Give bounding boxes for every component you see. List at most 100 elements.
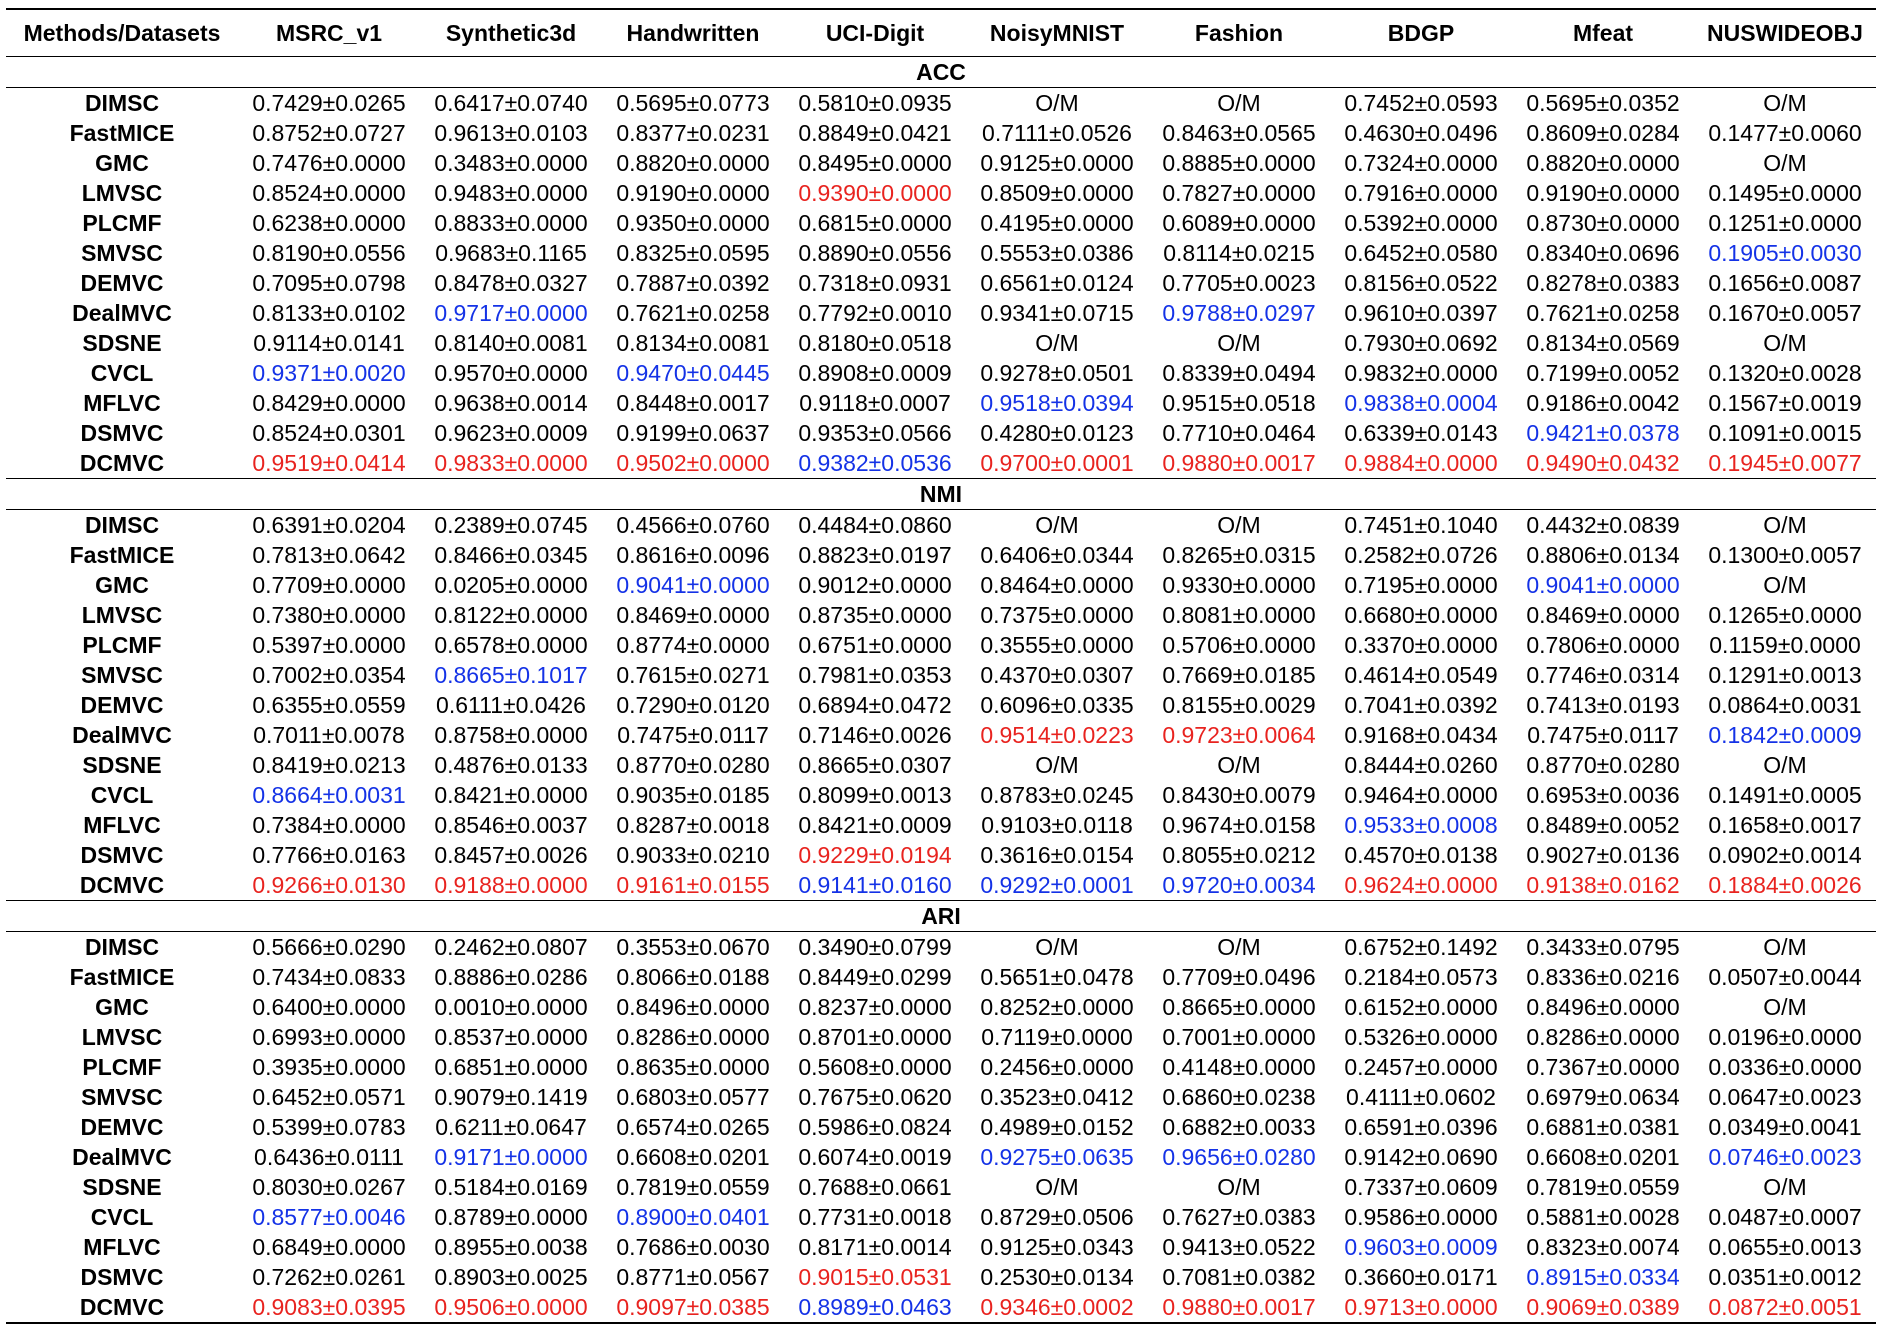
metric-cell: 0.8735±0.0000 bbox=[798, 602, 952, 628]
metric-cell: 0.1567±0.0019 bbox=[1708, 390, 1862, 416]
metric-cell: 0.9518±0.0394 bbox=[980, 390, 1134, 416]
metric-cell: 0.7367±0.0000 bbox=[1526, 1054, 1680, 1080]
metric-cell: 0.1670±0.0057 bbox=[1708, 300, 1862, 326]
metric-cell: 0.9506±0.0000 bbox=[420, 1292, 602, 1324]
metric-cell: 0.9723±0.0064 bbox=[1162, 722, 1316, 748]
metric-cell: 0.9623±0.0009 bbox=[434, 420, 588, 446]
metric-cell: 0.7475±0.0117 bbox=[617, 722, 769, 748]
metric-cell: 0.9713±0.0000 bbox=[1330, 1292, 1512, 1324]
metric-cell: O/M bbox=[1217, 330, 1261, 356]
table-row: DIMSC 0.7429±0.0265 0.6417±0.0740 0.5695±0.… bbox=[6, 88, 1876, 119]
method-name: SMVSC bbox=[81, 240, 163, 266]
metric-cell: 0.4876±0.0133 bbox=[434, 752, 588, 778]
metric-cell: 0.1658±0.0017 bbox=[1708, 812, 1862, 838]
metric-cell: 0.7621±0.0258 bbox=[616, 300, 770, 326]
metric-cell: O/M bbox=[1763, 994, 1807, 1020]
metric-cell: 0.9141±0.0160 bbox=[798, 872, 952, 898]
column-header: Synthetic3d bbox=[420, 8, 602, 57]
metric-cell: 0.7688±0.0661 bbox=[798, 1174, 952, 1200]
metric-cell: 0.9278±0.0501 bbox=[980, 360, 1134, 386]
metric-cell: 0.8463±0.0565 bbox=[1162, 120, 1316, 146]
column-header: NUSWIDEOBJ bbox=[1694, 8, 1876, 57]
table-row: GMC 0.7709±0.0000 0.0205±0.0000 0.9041±0.00… bbox=[6, 570, 1876, 600]
metric-cell: 0.9700±0.0001 bbox=[980, 450, 1134, 476]
metric-cell: 0.9350±0.0000 bbox=[616, 210, 770, 236]
metric-cell: 0.8134±0.0569 bbox=[1526, 330, 1680, 356]
metric-cell: 0.9142±0.0690 bbox=[1344, 1144, 1498, 1170]
metric-cell: 0.8537±0.0000 bbox=[434, 1024, 588, 1050]
metric-cell: 0.9035±0.0185 bbox=[616, 782, 770, 808]
metric-cell: 0.9161±0.0155 bbox=[616, 872, 770, 898]
method-name: FastMICE bbox=[69, 964, 175, 990]
metric-cell: 0.8886±0.0286 bbox=[434, 964, 588, 990]
metric-cell: 0.8155±0.0029 bbox=[1162, 692, 1316, 718]
metric-cell: 0.5666±0.0290 bbox=[252, 934, 406, 960]
metric-cell: 0.6391±0.0204 bbox=[252, 512, 406, 538]
metric-cell: 0.8729±0.0506 bbox=[980, 1204, 1134, 1230]
metric-cell: 0.1945±0.0077 bbox=[1708, 450, 1862, 476]
metric-cell: 0.5608±0.0000 bbox=[798, 1054, 952, 1080]
metric-cell: 0.7384±0.0000 bbox=[252, 812, 406, 838]
metric-cell: 0.7290±0.0120 bbox=[616, 692, 770, 718]
table-row: SMVSC 0.7002±0.0354 0.8665±0.1017 0.7615±0.… bbox=[6, 660, 1876, 690]
metric-cell: 0.9199±0.0637 bbox=[616, 420, 770, 446]
table-row: MFLVC 0.7384±0.0000 0.8546±0.0037 0.8287±0.… bbox=[6, 810, 1876, 840]
method-name: GMC bbox=[95, 994, 149, 1020]
column-header: MSRC_v1 bbox=[238, 8, 420, 57]
table-row: PLCMF 0.3935±0.0000 0.6851±0.0000 0.8635±0.… bbox=[6, 1052, 1876, 1082]
metric-cell: 0.8469±0.0000 bbox=[616, 602, 770, 628]
metric-cell: 0.8286±0.0000 bbox=[616, 1024, 770, 1050]
metric-cell: 0.8133±0.0102 bbox=[252, 300, 406, 326]
metric-cell: 0.4630±0.0496 bbox=[1344, 120, 1498, 146]
metric-cell: 0.6591±0.0396 bbox=[1344, 1114, 1498, 1140]
metric-cell: 0.8730±0.0000 bbox=[1526, 210, 1680, 236]
metric-cell: 0.8770±0.0280 bbox=[1526, 752, 1680, 778]
method-name: FastMICE bbox=[69, 542, 175, 568]
table-row: DCMVC 0.9266±0.0130 0.9188±0.0000 0.9161±0.… bbox=[6, 870, 1876, 901]
metric-cell: 0.8457±0.0026 bbox=[434, 842, 588, 868]
results-table: Methods/Datasets MSRC_v1 Synthetic3d Handwr… bbox=[6, 8, 1876, 1324]
method-name: CVCL bbox=[90, 1204, 154, 1230]
metric-cell: 0.9838±0.0004 bbox=[1344, 390, 1498, 416]
method-name: SDSNE bbox=[82, 330, 162, 356]
metric-cell: 0.8190±0.0556 bbox=[252, 240, 406, 266]
metric-cell: 0.6339±0.0143 bbox=[1344, 420, 1498, 446]
metric-cell: 0.7806±0.0000 bbox=[1526, 632, 1680, 658]
metric-cell: 0.7827±0.0000 bbox=[1162, 180, 1316, 206]
metric-cell: 0.6815±0.0000 bbox=[798, 210, 952, 236]
metric-cell: 0.8915±0.0334 bbox=[1526, 1264, 1680, 1290]
metric-cell: 0.7476±0.0000 bbox=[252, 150, 406, 176]
metric-cell: 0.7111±0.0526 bbox=[982, 120, 1132, 146]
metric-cell: 0.9683±0.1165 bbox=[435, 240, 587, 266]
metric-cell: 0.7709±0.0496 bbox=[1162, 964, 1316, 990]
metric-cell: 0.9190±0.0000 bbox=[616, 180, 770, 206]
metric-cell: 0.3490±0.0799 bbox=[798, 934, 952, 960]
table-row: GMC 0.6400±0.0000 0.0010±0.0000 0.8496±0.00… bbox=[6, 992, 1876, 1022]
table-row: DSMVC 0.7766±0.0163 0.8457±0.0026 0.9033±0.… bbox=[6, 840, 1876, 870]
column-header: BDGP bbox=[1330, 8, 1512, 57]
metric-cell: 0.7819±0.0559 bbox=[616, 1174, 770, 1200]
metric-cell: 0.8903±0.0025 bbox=[434, 1264, 588, 1290]
method-name: MFLVC bbox=[83, 390, 161, 416]
section-header-row: NMI bbox=[6, 478, 1876, 510]
metric-cell: 0.7819±0.0559 bbox=[1526, 1174, 1680, 1200]
metric-cell: 0.9421±0.0378 bbox=[1526, 420, 1680, 446]
table-row: DealMVC 0.7011±0.0078 0.8758±0.0000 0.7475±… bbox=[6, 720, 1876, 750]
metric-cell: 0.8464±0.0000 bbox=[980, 572, 1134, 598]
metric-cell: 0.7705±0.0023 bbox=[1162, 270, 1316, 296]
metric-cell: 0.7792±0.0010 bbox=[798, 300, 952, 326]
metric-cell: 0.6894±0.0472 bbox=[798, 692, 952, 718]
metric-cell: 0.6860±0.0238 bbox=[1162, 1084, 1316, 1110]
metric-cell: 0.8265±0.0315 bbox=[1162, 542, 1316, 568]
metric-cell: 0.7981±0.0353 bbox=[798, 662, 952, 688]
table-row: DEMVC 0.5399±0.0783 0.6211±0.0647 0.6574±0.… bbox=[6, 1112, 1876, 1142]
metric-cell: 0.7813±0.0642 bbox=[252, 542, 406, 568]
table-row: FastMICE 0.7813±0.0642 0.8466±0.0345 0.8616… bbox=[6, 540, 1876, 570]
method-name: CVCL bbox=[90, 360, 154, 386]
metric-cell: 0.9168±0.0434 bbox=[1344, 722, 1498, 748]
metric-cell: 0.7318±0.0931 bbox=[798, 270, 952, 296]
metric-cell: 0.8823±0.0197 bbox=[798, 542, 952, 568]
section-title: ACC bbox=[6, 56, 1876, 88]
metric-cell: 0.4566±0.0760 bbox=[616, 512, 770, 538]
metric-cell: 0.7324±0.0000 bbox=[1344, 150, 1498, 176]
